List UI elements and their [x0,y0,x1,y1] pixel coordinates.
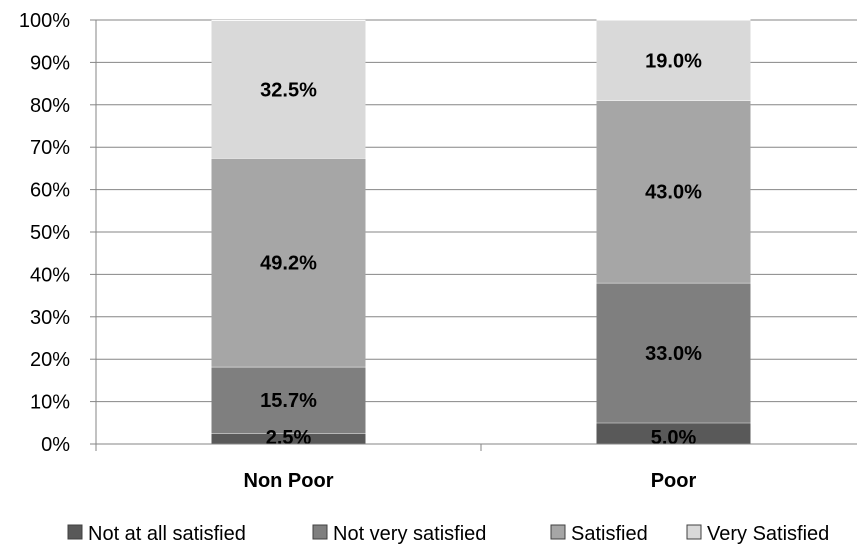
data-label: 2.5% [266,427,312,449]
legend-swatch [312,524,328,540]
bar-segment [211,20,366,159]
y-tick-label: 50% [30,222,70,244]
y-tick-label: 70% [30,137,70,159]
category-label: Non Poor [244,470,334,492]
y-tick-label: 0% [41,434,70,456]
data-label: 32.5% [260,79,317,101]
legend-label: Very Satisfied [707,523,829,545]
y-tick-label: 30% [30,307,70,329]
y-tick-label: 40% [30,264,70,286]
legend-label: Not very satisfied [333,523,486,545]
legend-swatch [686,524,702,540]
legend: Not at all satisfied Not very satisfied Sa… [67,523,829,545]
category-label: Poor [651,470,697,492]
y-tick-label: 10% [30,392,70,414]
bar-segment [211,433,366,444]
bar-segment [211,366,366,434]
y-tick-label: 80% [30,95,70,117]
x-axis-category-labels: Non Poor Poor [95,444,697,492]
legend-swatch [550,524,566,540]
data-label: 15.7% [260,390,317,412]
y-tick-label: 90% [30,52,70,74]
bar-segment [596,422,751,444]
legend-label: Not at all satisfied [88,523,246,545]
bar-segment [211,158,366,367]
legend-label: Satisfied [571,523,648,545]
bar-segment [596,100,751,283]
data-label: 5.0% [651,427,697,449]
y-tick-label: 100% [19,10,70,32]
bar-segment [596,282,751,423]
y-axis-tick-labels: 0% 10% 20% 30% 40% 50% 60% 70% 80% 90% 100% [19,10,70,456]
data-label: 49.2% [260,253,317,275]
bar-segment [596,20,751,101]
y-tick-label: 60% [30,180,70,202]
legend-swatch [67,524,83,540]
y-tick-label: 20% [30,349,70,371]
data-label: 33.0% [645,343,702,365]
data-label: 19.0% [645,50,702,72]
data-label: 43.0% [645,182,702,204]
bar-stacks [211,19,751,444]
